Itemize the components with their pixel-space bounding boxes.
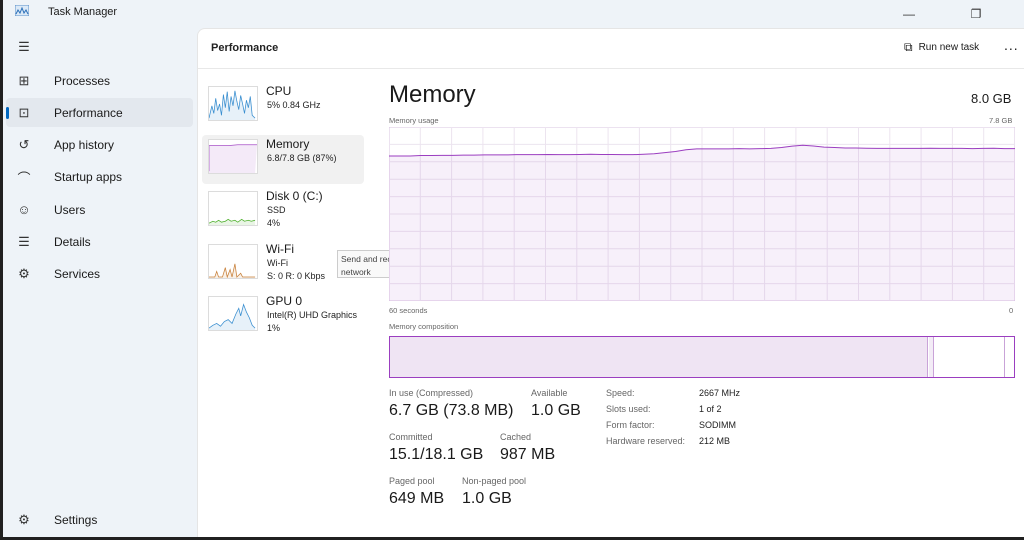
device-detail: 5% 0.84 GHz [267, 100, 321, 110]
sidebar-item-label: Services [54, 267, 101, 282]
hamburger-icon: ☰ [18, 38, 30, 54]
device-thumbnail-graph [208, 138, 258, 174]
sidebar-item-app-history[interactable]: ↺ App history [6, 131, 193, 160]
stat-label: Available [531, 388, 568, 398]
minimize-icon: — [903, 7, 915, 21]
hardware-value: 1 of 2 [699, 404, 722, 414]
processes-icon: ⊞ [18, 72, 30, 88]
device-name: Wi-Fi [266, 241, 294, 256]
restore-button[interactable]: ❐ [953, 0, 999, 28]
title-bar: Task Manager — ❐ [3, 0, 1024, 28]
services-icon: ⚙ [18, 266, 30, 282]
stat-label: In use (Compressed) [389, 388, 474, 398]
performance-panel: Performance ⧉ Run new task ... CPU 5% 0.84… [197, 28, 1024, 537]
window-title: Task Manager [48, 6, 118, 18]
memory-usage-graph [389, 127, 1015, 301]
sidebar-item-label: Settings [54, 512, 98, 527]
sidebar: ☰ ⊞ Processes ⊡ Performance ↺ App history ⌒ Sta… [3, 28, 197, 537]
hardware-value: 212 MB [699, 436, 731, 446]
sidebar-item-performance[interactable]: ⊡ Performance [6, 98, 193, 128]
composition-modified [929, 337, 934, 377]
hardware-value: SODIMM [699, 420, 736, 430]
stat-value: 1.0 GB [462, 490, 512, 507]
sidebar-item-label: Performance [54, 105, 123, 120]
usage-max: 7.8 GB [989, 116, 1013, 125]
device-detail: S: 0 R: 0 Kbps [267, 270, 326, 281]
composition-label: Memory composition [389, 322, 459, 331]
hardware-label: Speed: [606, 388, 635, 398]
startup-apps-icon: ⌒ [17, 170, 31, 186]
stat-label: Cached [500, 432, 532, 442]
stat-value: 987 MB [500, 446, 556, 463]
details-icon: ☰ [18, 234, 30, 249]
task-manager-window: Task Manager — ❐ ☰ ⊞ Processes ⊡ Performanc… [3, 0, 1024, 537]
minimize-button[interactable]: — [886, 0, 932, 28]
task-manager-icon [15, 5, 29, 16]
users-icon: ☺ [17, 202, 31, 218]
stat-value: 6.7 GB (73.8 MB) [389, 402, 514, 419]
page-header: Performance ⧉ Run new task ... [198, 29, 1024, 69]
hamburger-menu-button[interactable]: ☰ [6, 32, 193, 61]
device-thumbnail-graph [208, 296, 258, 331]
device-thumbnail-graph [208, 86, 258, 121]
device-detail: 1% [267, 323, 281, 333]
device-name: GPU 0 [266, 294, 303, 308]
sidebar-item-startup-apps[interactable]: ⌒ Startup apps [6, 163, 193, 192]
device-name: Memory [266, 136, 310, 151]
x-axis-right-label: 0 [1009, 306, 1014, 315]
device-detail: Intel(R) UHD Graphics [267, 310, 358, 320]
stat-value: 649 MB [389, 490, 445, 507]
sidebar-item-label: Processes [54, 73, 111, 88]
stat-label: Committed [389, 432, 433, 442]
sidebar-item-users[interactable]: ☺ Users [6, 195, 193, 224]
sidebar-item-label: Users [54, 202, 86, 217]
usage-line [389, 144, 1015, 157]
app-history-icon: ↺ [18, 137, 30, 153]
run-new-task-button[interactable]: ⧉ Run new task [904, 40, 979, 55]
memory-total: 8.0 GB [971, 91, 1012, 106]
run-new-task-label: Run new task [918, 42, 980, 53]
more-options-button[interactable]: ... [1004, 37, 1019, 53]
composition-in-use [390, 337, 928, 377]
device-detail: 4% [267, 218, 281, 228]
device-memory[interactable]: Memory 6.8/7.8 GB (87%) [202, 134, 364, 184]
sidebar-item-services[interactable]: ⚙ Services [6, 260, 193, 289]
device-detail: Wi-Fi [267, 257, 288, 268]
memory-title: Memory [389, 81, 476, 108]
hardware-label: Form factor: [606, 420, 655, 430]
sidebar-item-processes[interactable]: ⊞ Processes [6, 66, 193, 95]
device-disk-0-c[interactable]: Disk 0 (C:) SSD 4% [202, 187, 364, 236]
sidebar-item-label: App history [54, 138, 115, 153]
sidebar-item-settings[interactable]: ⚙ Settings [6, 505, 193, 534]
settings-icon: ⚙ [18, 511, 30, 527]
device-wi-fi[interactable]: Wi-Fi Wi-Fi S: 0 R: 0 Kbps [202, 240, 364, 289]
device-detail: SSD [267, 205, 286, 215]
sidebar-item-label: Startup apps [54, 170, 123, 185]
device-thumbnail-graph [208, 191, 258, 226]
hardware-value: 2667 MHz [699, 388, 741, 398]
composition-standby [1004, 337, 1005, 377]
sidebar-item-details[interactable]: ☰ Details [6, 228, 193, 257]
device-gpu-0[interactable]: GPU 0 Intel(R) UHD Graphics 1% [202, 292, 364, 341]
stat-label: Non-paged pool [462, 476, 527, 486]
device-name: Disk 0 (C:) [266, 189, 323, 203]
page-title: Performance [211, 42, 279, 54]
memory-composition-bar [389, 336, 1015, 378]
performance-icon: ⊡ [18, 104, 30, 120]
sidebar-item-label: Details [54, 235, 91, 249]
restore-icon: ❐ [970, 7, 982, 21]
stat-value: 15.1/18.1 GB [389, 446, 484, 463]
device-thumbnail-graph [208, 243, 258, 279]
device-cpu[interactable]: CPU 5% 0.84 GHz [202, 82, 364, 131]
usage-label: Memory usage [389, 116, 439, 125]
stat-value: 1.0 GB [531, 402, 581, 419]
device-name: CPU [266, 84, 292, 98]
usage-area [389, 145, 1015, 301]
x-axis-left-label: 60 seconds [389, 306, 428, 315]
stat-label: Paged pool [389, 476, 435, 486]
run-task-icon: ⧉ [904, 40, 913, 54]
hardware-label: Slots used: [606, 404, 651, 414]
device-detail: 6.8/7.8 GB (87%) [267, 152, 337, 163]
hardware-label: Hardware reserved: [606, 436, 686, 446]
